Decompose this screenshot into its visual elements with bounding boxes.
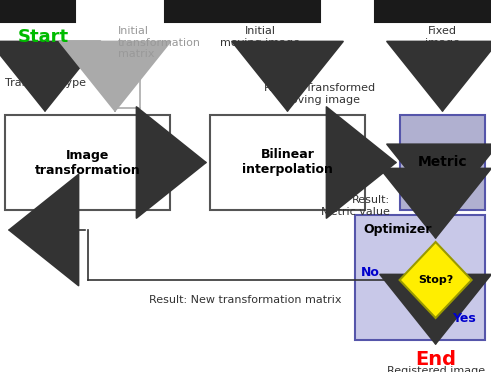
Text: Result:
Metric value: Result: Metric value — [321, 195, 390, 217]
Text: Initial
transformation
matrix: Initial transformation matrix — [118, 26, 201, 59]
Polygon shape — [400, 242, 471, 318]
Text: Initial
moving image: Initial moving image — [220, 26, 300, 48]
Text: Start: Start — [18, 28, 69, 46]
Bar — [0, 0, 75, 22]
Text: Result: Transformed
moving image: Result: Transformed moving image — [265, 83, 376, 105]
Bar — [375, 0, 491, 22]
Text: Optimizer: Optimizer — [363, 224, 432, 237]
Text: Fixed
image: Fixed image — [425, 26, 460, 48]
Text: Registered image: Registered image — [386, 366, 485, 372]
Text: Yes: Yes — [452, 311, 476, 324]
Bar — [355, 215, 485, 340]
Bar — [5, 115, 170, 210]
Text: Stop?: Stop? — [418, 275, 453, 285]
Bar — [400, 115, 485, 210]
Text: TransformType: TransformType — [5, 78, 86, 88]
Text: End: End — [415, 350, 456, 369]
Text: Metric: Metric — [418, 155, 467, 170]
Bar — [210, 115, 365, 210]
Text: No: No — [360, 266, 380, 279]
Text: Bilinear
interpolation: Bilinear interpolation — [242, 148, 333, 176]
Text: Result: New transformation matrix: Result: New transformation matrix — [149, 295, 341, 305]
Text: Image
transformation: Image transformation — [35, 148, 140, 176]
Bar — [165, 0, 320, 22]
